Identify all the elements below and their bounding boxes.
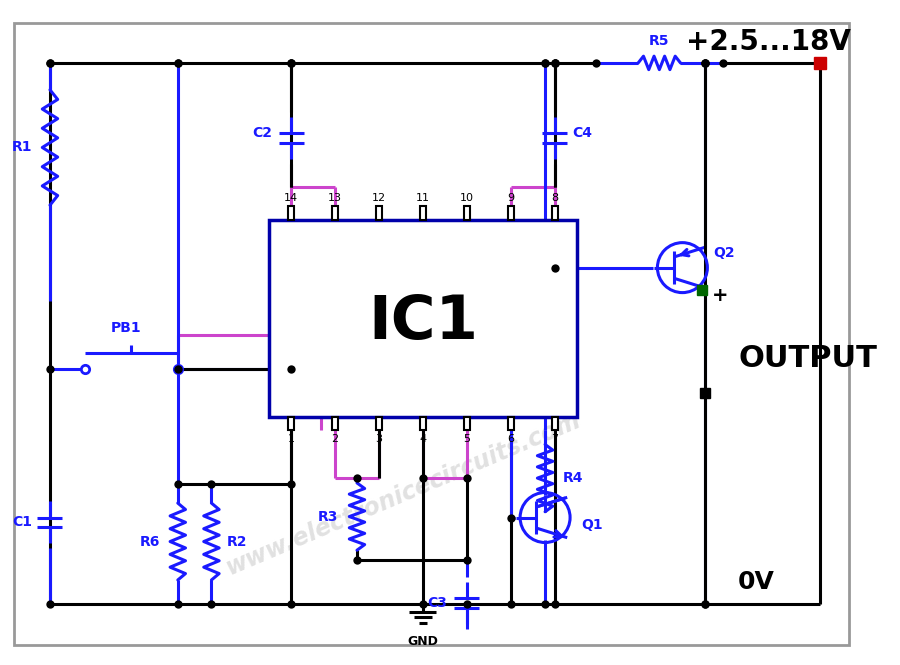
Text: 6: 6 (508, 434, 514, 444)
Bar (376, 416, 382, 430)
Text: R3: R3 (318, 509, 338, 523)
Text: +: + (712, 286, 729, 305)
Text: +2.5...18V: +2.5...18V (687, 28, 851, 56)
Text: R4: R4 (562, 471, 583, 485)
Text: OUTPUT: OUTPUT (738, 344, 877, 374)
Bar (420, 206, 426, 219)
Text: C3: C3 (428, 596, 447, 610)
Text: GND: GND (408, 635, 438, 648)
Bar (376, 206, 382, 219)
Text: Q1: Q1 (581, 518, 603, 532)
Text: C1: C1 (13, 515, 32, 529)
Bar (508, 206, 514, 219)
Text: 13: 13 (328, 194, 342, 203)
Text: 12: 12 (372, 194, 386, 203)
Text: C4: C4 (572, 126, 592, 140)
Text: 5: 5 (464, 434, 471, 444)
Text: 10: 10 (460, 194, 473, 203)
Text: 14: 14 (284, 194, 298, 203)
Text: R5: R5 (649, 35, 670, 49)
Text: 8: 8 (551, 194, 558, 203)
Text: 9: 9 (508, 194, 514, 203)
Text: www.electronicecircuits.com: www.electronicecircuits.com (222, 408, 585, 579)
Text: Q2: Q2 (713, 246, 734, 260)
Bar (464, 206, 470, 219)
Bar (332, 206, 338, 219)
Bar (288, 206, 294, 219)
Bar (508, 416, 514, 430)
Text: R2: R2 (227, 535, 248, 549)
Text: R1: R1 (13, 140, 32, 154)
Bar (464, 416, 470, 430)
Bar (288, 416, 294, 430)
Text: 7: 7 (551, 434, 558, 444)
Text: C2: C2 (252, 126, 272, 140)
Text: 2: 2 (331, 434, 338, 444)
Text: 11: 11 (416, 194, 430, 203)
Bar (332, 416, 338, 430)
Text: 4: 4 (419, 434, 427, 444)
Text: R6: R6 (140, 535, 160, 549)
Bar (552, 206, 558, 219)
Bar (552, 416, 558, 430)
Text: 1: 1 (288, 434, 294, 444)
Bar (420, 416, 426, 430)
Text: IC1: IC1 (368, 293, 478, 352)
Bar (269, 219, 577, 416)
Text: 3: 3 (375, 434, 382, 444)
Text: PB1: PB1 (111, 321, 141, 335)
Text: 0V: 0V (738, 571, 775, 595)
